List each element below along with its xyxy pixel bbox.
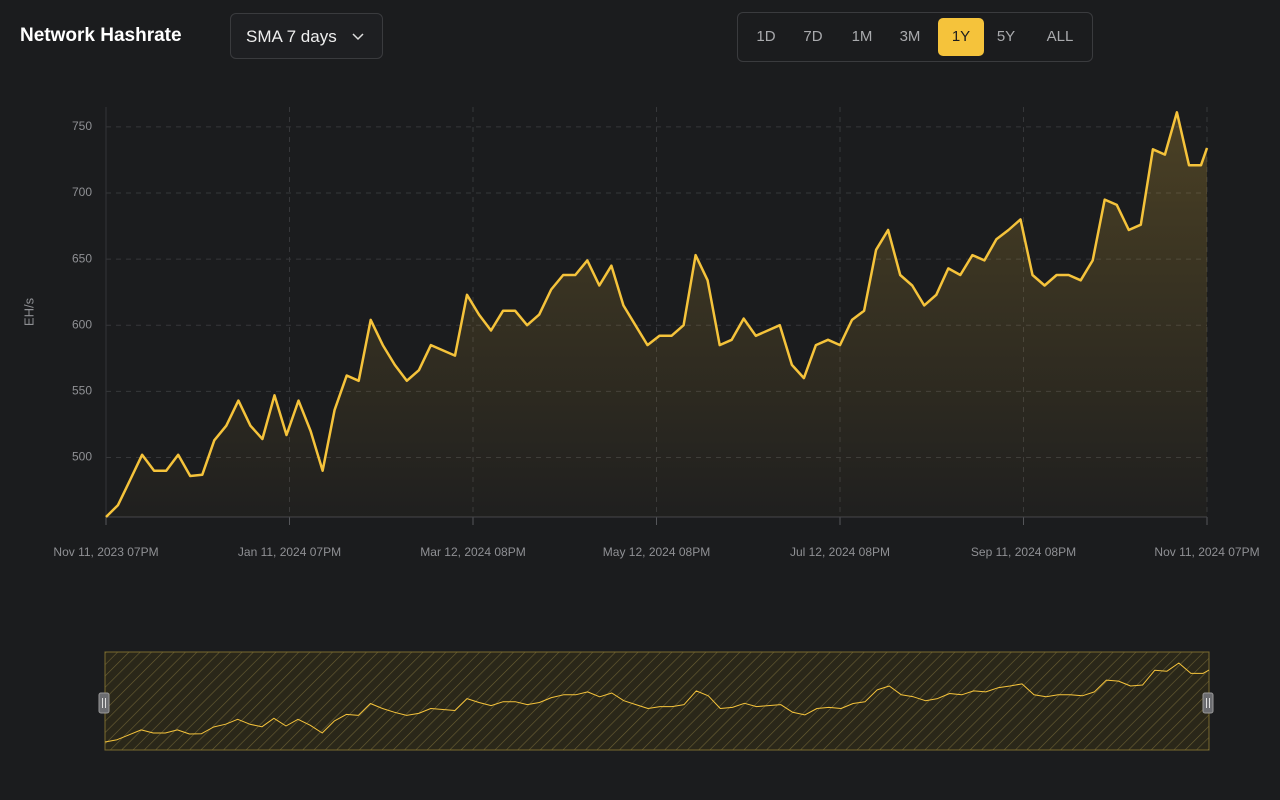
y-tick-label: 600	[72, 317, 92, 331]
y-tick-label: 700	[72, 185, 92, 199]
range-button[interactable]: 7D	[803, 28, 823, 45]
navigator-line	[104, 662, 1210, 743]
range-button[interactable]: 1M	[851, 28, 873, 45]
range-button[interactable]: 3M	[899, 28, 921, 45]
range-button[interactable]: 5Y	[996, 28, 1016, 45]
chart-title: Network Hashrate	[20, 25, 182, 46]
range-button[interactable]: ALL	[1046, 28, 1074, 45]
navigator	[104, 651, 1210, 751]
average-dropdown[interactable]: SMA 7 days	[230, 13, 383, 59]
y-tick-label: 650	[72, 251, 92, 265]
y-axis-label: EH/s	[21, 297, 36, 326]
x-tick-label: Nov 11, 2023 07PM	[53, 545, 158, 559]
x-tick-label: May 12, 2024 08PM	[603, 545, 710, 559]
range-button[interactable]: 1D	[756, 28, 776, 45]
x-tick-label: Jul 12, 2024 08PM	[790, 545, 890, 559]
chevron	[352, 33, 364, 41]
range-selector: 1D 7D 1M 3M 1Y 5Y ALL	[737, 12, 1093, 62]
series-line	[105, 111, 1209, 518]
y-tick-label: 550	[72, 384, 92, 398]
x-tick-label: Nov 11, 2024 07PM	[1154, 545, 1259, 559]
x-tick-label: Jan 11, 2024 07PM	[238, 545, 341, 559]
area	[106, 112, 1207, 518]
dropdown-label: SMA 7 days	[246, 27, 337, 46]
y-tick-label: 500	[72, 450, 92, 464]
y-tick-label: 750	[72, 119, 92, 133]
range-button[interactable]: 1Y	[938, 18, 984, 56]
navigator-handle[interactable]	[1202, 692, 1214, 714]
x-tick-label: Sep 11, 2024 08PM	[971, 545, 1076, 559]
navigator-handle[interactable]	[98, 692, 110, 714]
x-tick-label: Mar 12, 2024 08PM	[420, 545, 525, 559]
